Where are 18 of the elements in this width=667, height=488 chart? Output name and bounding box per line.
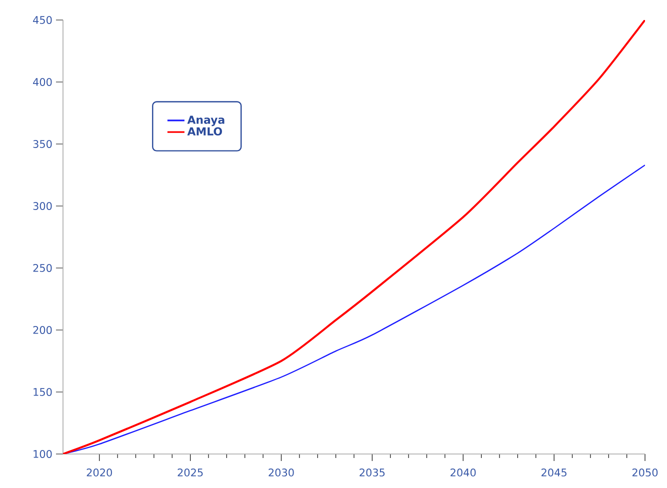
y-tick-label: 100 bbox=[34, 450, 52, 458]
y-tick-label: 150 bbox=[34, 388, 52, 396]
y-tick-label: 450 bbox=[33, 16, 52, 24]
x-tick-label: 2050 bbox=[632, 468, 658, 476]
x-tick-label: 2025 bbox=[178, 468, 203, 476]
x-tick-label: 2045 bbox=[542, 468, 566, 476]
legend-label: AMLO bbox=[187, 127, 222, 136]
x-tick-label: 2035 bbox=[360, 468, 385, 476]
y-tick-label: 350 bbox=[33, 140, 52, 148]
y-tick-label: 400 bbox=[33, 78, 52, 86]
y-tick-label: 250 bbox=[33, 264, 52, 272]
legend-label: Anaya bbox=[187, 116, 224, 126]
y-tick-label: 200 bbox=[33, 326, 52, 334]
x-tick-label: 2030 bbox=[268, 468, 294, 476]
y-tick-label: 300 bbox=[33, 202, 52, 210]
x-tick-label: 2040 bbox=[450, 468, 476, 476]
x-tick-label: 2020 bbox=[86, 468, 112, 476]
line-series bbox=[63, 20, 646, 454]
